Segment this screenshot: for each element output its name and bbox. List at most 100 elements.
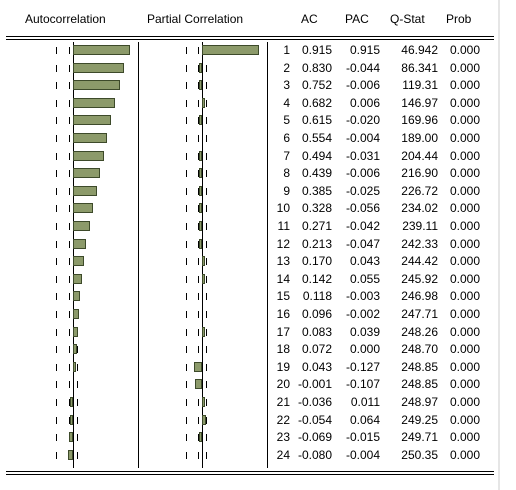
pac-left-tick — [186, 152, 187, 160]
lag-number: 23 — [276, 430, 290, 445]
ac-left-tick — [56, 275, 57, 283]
pac-left-tick — [186, 363, 187, 371]
pac-value: -0.127 — [345, 359, 380, 374]
q-stat-value: 247.71 — [401, 307, 438, 321]
ac-value: 0.615 — [301, 113, 332, 128]
ac-left-tick — [56, 416, 57, 424]
prob-value: 0.000 — [449, 430, 480, 445]
pac-bar — [199, 168, 202, 179]
ac-left-tick — [56, 240, 57, 248]
pac-band-upper-dash — [206, 135, 207, 142]
prob-value: 0.000 — [449, 60, 480, 75]
prob-value: 0.000 — [449, 78, 480, 93]
lag-number: 2 — [283, 60, 290, 75]
ac-value: 0.328 — [301, 201, 332, 216]
pac-bar — [199, 150, 202, 161]
pac-value: -0.031 — [345, 148, 380, 163]
q-stat-value: 119.31 — [402, 78, 438, 93]
ac-band-upper-dash — [77, 381, 78, 389]
pac-left-tick — [186, 64, 187, 72]
lag-number: 11 — [277, 219, 290, 233]
pac-value: 0.064 — [349, 412, 380, 427]
ac-left-tick — [56, 328, 57, 336]
header-autocorrelation: Autocorrelation — [25, 12, 106, 26]
pac-value: 0.000 — [349, 342, 380, 357]
window-edge — [498, 0, 500, 490]
ac-band-lower-dash — [69, 240, 70, 248]
ac-bar — [73, 150, 104, 161]
ac-value: -0.054 — [297, 412, 332, 427]
ac-left-tick — [56, 399, 57, 406]
ac-left-tick — [56, 135, 57, 142]
pac-left-tick — [186, 451, 187, 459]
pac-left-tick — [186, 240, 187, 248]
ac-bar — [69, 414, 73, 425]
q-stat-value: 242.33 — [401, 236, 438, 251]
ac-bar — [73, 291, 81, 302]
lag-number: 17 — [276, 324, 290, 339]
pac-band-lower-dash — [198, 240, 199, 248]
ac-bar — [73, 80, 120, 91]
pac-bar — [195, 379, 202, 390]
q-stat-value: 246.98 — [401, 289, 438, 304]
pac-value: -0.006 — [345, 166, 380, 181]
prob-value: 0.000 — [449, 447, 480, 462]
prob-value: 0.000 — [449, 183, 480, 198]
pac-band-upper-dash — [206, 275, 207, 283]
ac-bar — [73, 185, 97, 196]
q-stat-value: 204.44 — [401, 148, 438, 163]
header-partial-correlation: Partial Correlation — [147, 12, 244, 26]
pac-value: -0.002 — [345, 307, 380, 321]
pac-left-tick — [186, 187, 187, 195]
ac-bar — [73, 221, 90, 231]
ac-left-tick — [56, 117, 57, 125]
pac-band-lower-dash — [198, 82, 199, 90]
pac-band-lower-dash — [198, 416, 199, 424]
lag-number: 19 — [276, 359, 290, 374]
ac-left-tick — [56, 346, 57, 354]
ac-zero-axis — [73, 42, 74, 468]
ac-left-tick — [56, 311, 57, 318]
ac-value: 0.271 — [301, 219, 332, 233]
pac-value: -0.004 — [345, 131, 380, 145]
pac-bar — [202, 273, 206, 284]
header-ac: AC — [301, 12, 318, 26]
pac-band-upper-dash — [206, 223, 207, 230]
ac-band-lower-dash — [69, 152, 70, 160]
ac-value: 0.118 — [302, 289, 332, 304]
ac-value: 0.830 — [301, 60, 332, 75]
pac-bar — [198, 203, 202, 214]
prob-value: 0.000 — [449, 148, 480, 163]
q-stat-value: 234.02 — [401, 201, 438, 216]
pac-band-upper-dash — [206, 117, 207, 125]
ac-bar — [73, 256, 84, 267]
q-stat-value: 248.26 — [401, 324, 438, 339]
pac-band-upper-dash — [206, 346, 207, 354]
ac-bar — [73, 97, 116, 108]
ac-bar — [73, 133, 108, 143]
separator-pac-stats — [267, 42, 268, 468]
prob-value: 0.000 — [449, 219, 480, 233]
q-stat-value: 244.42 — [401, 254, 438, 269]
lag-number: 22 — [276, 412, 290, 427]
ac-value: 0.752 — [301, 78, 332, 93]
ac-band-lower-dash — [69, 363, 70, 371]
pac-band-upper-dash — [206, 416, 207, 424]
ac-value: 0.385 — [301, 183, 332, 198]
pac-band-lower-dash — [198, 223, 199, 230]
lag-number: 4 — [283, 95, 290, 110]
pac-left-tick — [186, 328, 187, 336]
ac-band-lower-dash — [69, 82, 70, 90]
pac-band-lower-dash — [198, 451, 199, 459]
pac-left-tick — [186, 311, 187, 318]
pac-band-upper-dash — [206, 82, 207, 90]
prob-value: 0.000 — [449, 412, 480, 427]
prob-value: 0.000 — [449, 113, 480, 128]
pac-band-lower-dash — [198, 135, 199, 142]
ac-bar — [73, 238, 87, 249]
pac-band-upper-dash — [206, 293, 207, 301]
ac-value: -0.001 — [297, 377, 332, 392]
ac-band-lower-dash — [69, 416, 70, 424]
ac-bar — [73, 62, 125, 73]
pac-value: -0.056 — [345, 201, 380, 216]
